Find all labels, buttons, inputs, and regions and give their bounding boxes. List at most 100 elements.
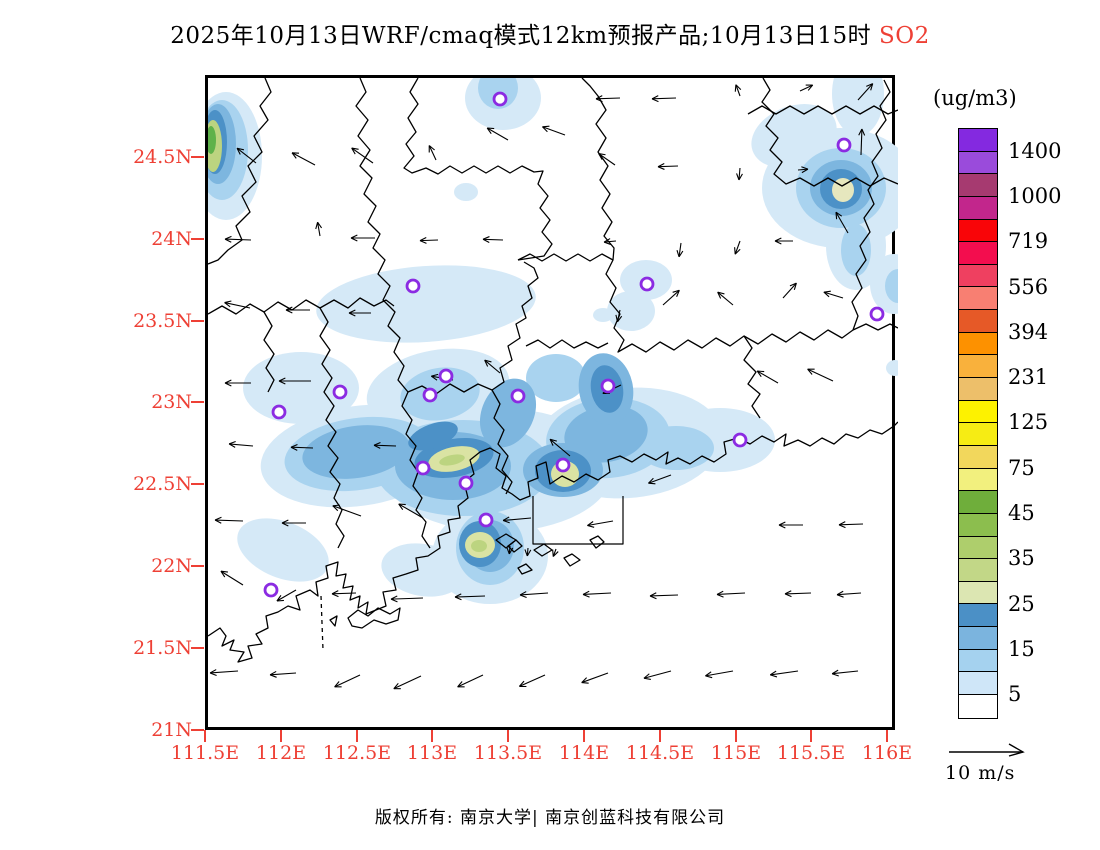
contour-blob [439,454,465,466]
lon-axis-label: 115.5E [776,742,846,764]
contour-blob [381,543,465,597]
wind-arrow [595,95,621,103]
wind-arrow [716,590,746,598]
boundary-line [208,78,272,265]
wind-arrow [285,306,310,314]
station-circle-icon [438,368,454,384]
lon-axis-tick [810,730,812,742]
inset-box [532,496,624,545]
wind-arrow [224,300,251,309]
contour-blob [638,426,714,470]
station-circle-icon [415,460,431,476]
wind-arrow [705,670,734,679]
wind-arrow [651,95,677,103]
lon-axis-label: 111.5E [170,742,240,764]
legend-color-box [959,649,997,673]
island-outline [329,615,338,627]
wind-arrow [290,443,314,451]
contour-blob [526,354,586,402]
contour-blob [237,518,329,582]
dashed-boundary [320,595,324,651]
legend-value-label: 1000 [1008,183,1062,208]
lat-axis-tick [191,729,204,731]
boundary-line [852,323,898,331]
wind-arrow [224,235,252,243]
legend-color-box [959,332,997,356]
boundary-line [743,335,761,419]
wind-arrow [269,670,297,678]
legend-color-box [959,513,997,537]
wind-arrow [214,516,244,524]
legend-value-label: 45 [1008,501,1035,526]
station-circle-icon [271,404,287,420]
wind-arrow [734,84,742,97]
wind-arrow [482,236,504,243]
contour-blob [841,224,871,276]
wind-arrow [736,167,743,181]
station-circle-icon [836,137,852,153]
legend-color-box [959,627,997,650]
wind-arrow [756,370,779,384]
wind-arrow [807,368,834,382]
wind-arrow [428,145,437,161]
wind-arrow [519,591,549,598]
wind-reference-label: 10 m/s [945,762,1016,784]
legend-color-box [959,536,997,560]
copyright-footer: 版权所有: 南京大学| 南京创蓝科技有限公司 [374,808,726,828]
island-outline [495,533,517,549]
wind-arrow [649,592,679,600]
wind-arrow [332,504,362,517]
station-circle-icon [732,432,748,448]
wind-arrow [398,503,424,519]
wind-arrow [799,84,814,92]
station-circle-icon [510,388,526,404]
wind-arrow [581,672,609,684]
forecast-map [208,78,898,690]
station-markers [263,91,885,598]
island-outline [533,543,553,557]
map-frame [205,75,898,730]
wind-arrow [582,590,612,598]
legend-value-label: 556 [1008,274,1049,299]
wind-arrow [209,669,239,676]
wind-arrow [643,670,672,681]
legend-value-label: 1400 [1008,138,1062,163]
contour-blob [886,360,898,376]
wind-arrow [506,545,514,555]
wind-arrow [782,282,797,299]
wind-reference-arrow-icon [949,743,1025,757]
legend-unit-label: (ug/m3) [933,86,1017,110]
wind-arrow [778,521,803,529]
boundary-line [581,78,891,353]
wind-arrow [373,441,397,449]
station-circle-icon [492,91,508,107]
wind-arrow [552,548,559,557]
legend-color-box [959,491,997,514]
wind-arrow [419,236,439,244]
legend-color-box [959,604,997,628]
island-outline [517,563,533,575]
wind-arrow [291,152,316,166]
wind-arrow [858,128,866,156]
lon-axis-tick [507,730,509,742]
lon-axis-label: 113.5E [473,742,543,764]
island-outline [563,553,581,567]
legend-color-box [959,695,997,718]
contour-blob [400,367,480,421]
contour-blob [408,421,458,451]
legend-colorbar [958,128,998,719]
wind-arrow [454,593,486,601]
wind-arrow [236,147,257,164]
wind-arrow [734,240,741,255]
boundary-line [403,78,553,261]
pollutant-label: SO2 [871,23,930,49]
legend-color-box [959,242,997,265]
lat-axis-label: 21.5N [133,637,192,659]
wind-arrow [351,147,374,164]
lon-axis-tick [583,730,585,742]
lat-axis-label: 21N [151,719,192,741]
wind-arrow [797,166,809,174]
province-boundaries [208,78,898,663]
lon-axis-label: 116E [861,742,913,764]
wind-arrow [348,309,371,317]
